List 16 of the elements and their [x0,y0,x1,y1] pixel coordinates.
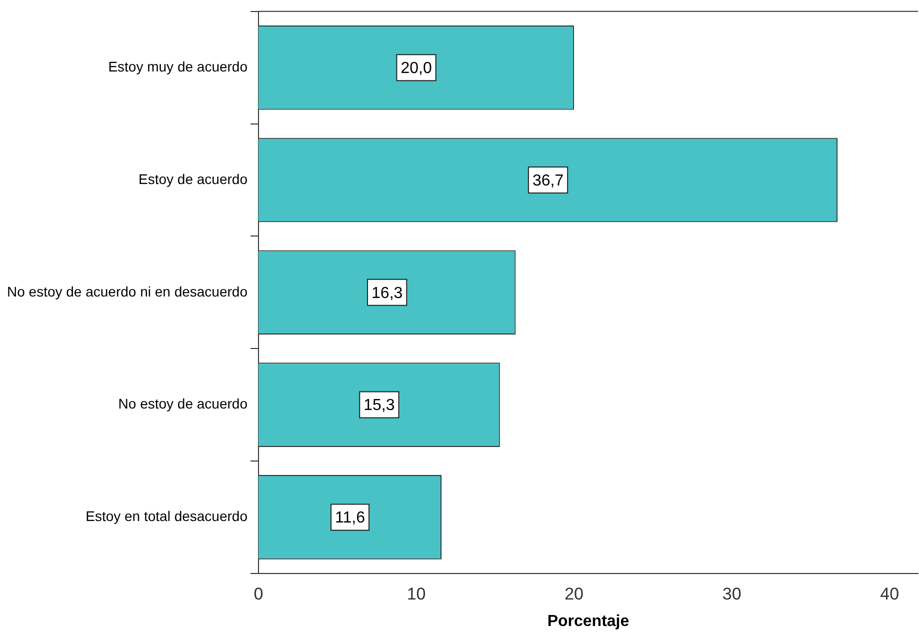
y-tick-label: No estoy de acuerdo [118,396,248,412]
data-label: 15,3 [364,397,395,414]
x-axis-title: Porcentaje [547,612,630,630]
x-tick-label: 0 [254,584,264,604]
data-label: 36,7 [532,172,564,190]
x-tick-label: 10 [406,584,426,604]
x-tick-label: 30 [722,584,742,604]
data-label: 11,6 [335,510,366,527]
data-label: 16,3 [372,284,403,302]
data-label: 20,0 [400,60,432,78]
y-tick-label: No estoy de acuerdo ni en desacuerdo [6,283,248,300]
y-tick-label: Estoy muy de acuerdo [108,58,248,74]
y-tick-label: Estoy en total desacuerdo [86,508,248,524]
y-tick-label: Estoy de acuerdo [138,170,248,187]
x-tick-label: 20 [564,584,584,604]
x-tick-label: 40 [880,584,900,604]
